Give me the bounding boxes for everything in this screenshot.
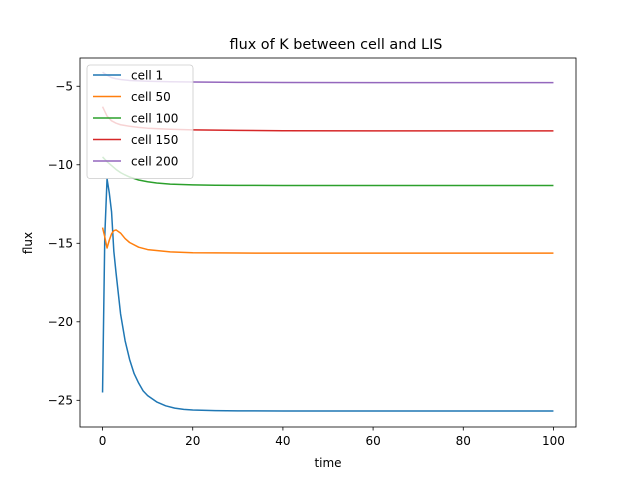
x-axis-label: time (314, 456, 341, 470)
y-tick-label: −25 (48, 394, 73, 408)
y-axis-label: flux (21, 232, 35, 254)
series-line-cell-50 (101, 227, 554, 254)
legend: cell 1 cell 50 cell 100 cell 150 cell 200 (86, 64, 194, 179)
x-tick-label: 100 (542, 434, 565, 448)
x-tick-label: 0 (99, 434, 107, 448)
x-tick-label: 20 (185, 434, 200, 448)
y-tick-label: −20 (48, 315, 73, 329)
chart-title: flux of K between cell and LIS (230, 37, 443, 53)
legend-label: cell 200 (131, 154, 178, 168)
legend-box (86, 64, 194, 179)
legend-label: cell 1 (131, 68, 163, 82)
legend-label: cell 150 (131, 133, 178, 147)
axes: 0 20 40 60 80 100 −25 −20 −15 −10 −5 (48, 57, 577, 448)
x-tick-label: 60 (365, 434, 380, 448)
y-tick-label: −15 (48, 237, 73, 251)
axes-frame (79, 57, 577, 428)
x-tick-label: 40 (275, 434, 290, 448)
y-tick-label: −10 (48, 158, 73, 172)
legend-label: cell 100 (131, 111, 178, 125)
y-tick-label: −5 (55, 80, 73, 94)
legend-label: cell 50 (131, 90, 171, 104)
x-tick-label: 80 (456, 434, 471, 448)
